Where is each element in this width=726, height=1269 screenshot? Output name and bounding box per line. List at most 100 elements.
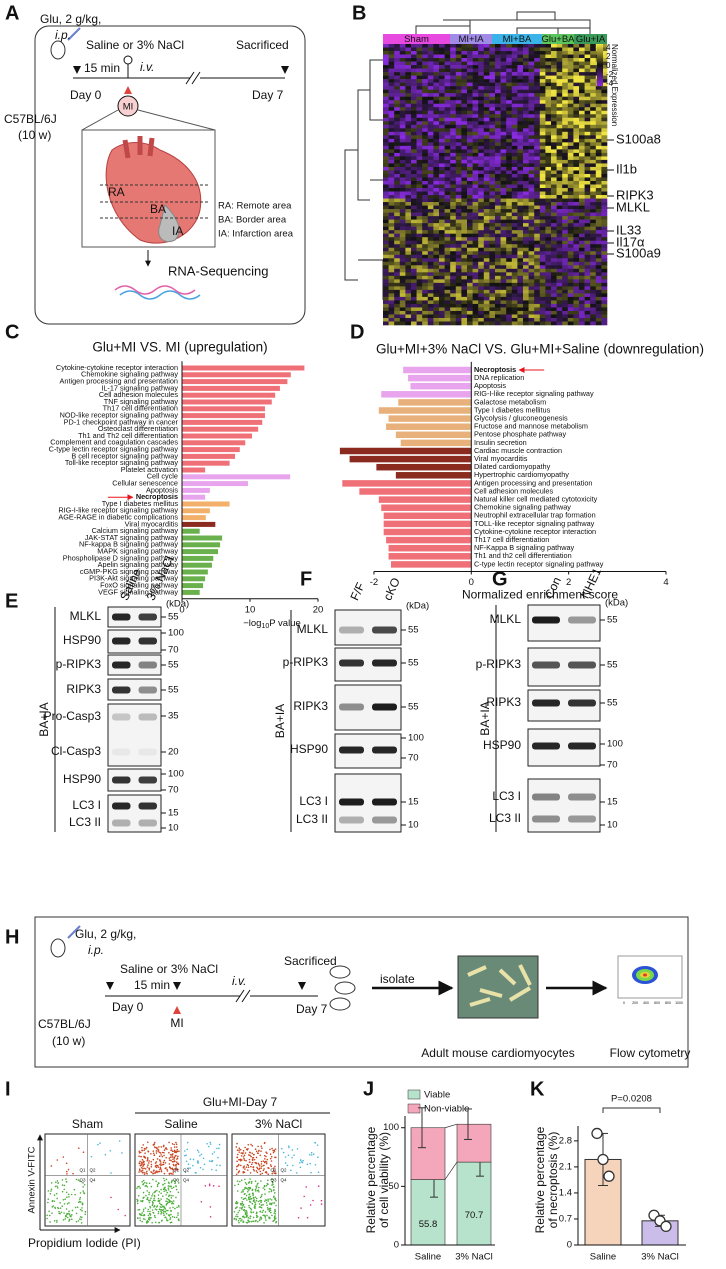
flow-event	[175, 1216, 178, 1219]
heatmap-cell	[439, 93, 445, 97]
heatmap-cell	[545, 114, 552, 119]
heatmap-cell	[551, 188, 557, 192]
heatmap-cell	[411, 72, 417, 76]
schema-text: Day 7	[296, 1002, 328, 1016]
heatmap-cell	[523, 230, 529, 234]
flow-event	[137, 1194, 140, 1197]
heatmap-cell	[579, 58, 585, 62]
heatmap-cell	[478, 117, 485, 122]
heatmap-cell	[573, 121, 580, 126]
blot-row-label: MLKL	[70, 609, 102, 623]
plot-title: Sham	[72, 1117, 103, 1131]
quadrant-label: Q3	[173, 1178, 180, 1183]
heatmap-cell	[567, 103, 574, 108]
heatmap-cell	[444, 96, 451, 101]
flow-event	[66, 1212, 68, 1215]
heatmap-cell	[455, 202, 462, 206]
heatmap-cell	[500, 173, 507, 178]
heatmap-cell	[517, 170, 524, 175]
heatmap-cell	[523, 138, 529, 143]
flow-event	[247, 1217, 250, 1219]
heatmap-cell	[416, 198, 423, 203]
heatmap-cell	[567, 233, 574, 238]
heatmap-cell	[399, 54, 406, 59]
blot-band	[339, 659, 364, 667]
flow-event	[248, 1196, 250, 1199]
flow-event	[218, 1143, 221, 1146]
heatmap-cell	[467, 149, 473, 154]
heatmap-cell	[545, 65, 552, 69]
x-axis-title: Propidium Iodide (PI)	[28, 1236, 141, 1250]
heatmap-cell	[489, 265, 496, 270]
flow-event	[62, 1156, 65, 1158]
heatmap-cell	[383, 163, 389, 168]
flow-event	[250, 1208, 253, 1211]
heatmap-cell	[590, 282, 597, 287]
heatmap-cell	[539, 237, 546, 241]
flow-event	[250, 1143, 252, 1146]
heatmap-cell	[467, 230, 473, 234]
bar	[182, 433, 253, 439]
flow-event	[175, 1141, 177, 1144]
category-label: Necroptosis	[136, 492, 178, 501]
heatmap-cell	[444, 86, 451, 90]
flow-event	[166, 1219, 168, 1222]
flow-event	[168, 1163, 171, 1165]
heatmap-cell	[506, 258, 513, 263]
heatmap-cell	[601, 72, 608, 76]
flow-event	[166, 1201, 169, 1203]
heatmap-cell	[405, 54, 412, 59]
heatmap-cell	[590, 202, 597, 206]
heatmap-cell	[399, 191, 406, 196]
heatmap-cell	[399, 282, 406, 287]
heatmap-cell	[556, 128, 563, 133]
heatmap-cell	[517, 184, 524, 189]
heatmap-cell	[467, 251, 473, 256]
heatmap-cell	[539, 107, 546, 112]
heatmap-cell	[450, 107, 457, 112]
heatmap-cell	[383, 198, 389, 203]
category-label: Calcium signaling pathway	[92, 526, 179, 535]
heatmap-cell	[551, 107, 557, 112]
heatmap-cell	[584, 145, 591, 150]
heatmap-cell	[455, 244, 462, 249]
heatmap-cell	[450, 117, 457, 122]
category-label: TNF signaling pathway	[104, 397, 179, 406]
heatmap-cell	[584, 159, 591, 164]
heatmap-cell	[467, 296, 473, 301]
heatmap-cell	[399, 128, 406, 133]
flow-event	[168, 1172, 171, 1175]
flow-event	[150, 1217, 152, 1219]
flow-event	[156, 1158, 159, 1160]
heatmap-cell	[444, 240, 451, 245]
heatmap-cell	[528, 170, 535, 175]
heatmap-cell	[472, 79, 479, 83]
heatmap-cell	[601, 223, 608, 227]
heatmap-cell	[573, 159, 580, 164]
heatmap-cell	[556, 173, 563, 178]
heatmap-cell	[416, 223, 423, 227]
heatmap-cell	[450, 314, 457, 319]
heatmap-cell	[590, 303, 597, 308]
heatmap-cell	[461, 314, 468, 319]
heatmap-cell	[455, 89, 462, 94]
category-label: B cell receptor signaling pathway	[71, 451, 178, 460]
flow-event	[256, 1167, 259, 1170]
flow-event	[258, 1163, 260, 1166]
group-bar	[574, 34, 607, 44]
heatmap-cell	[506, 289, 513, 294]
flow-event	[59, 1212, 61, 1215]
flow-event	[109, 1149, 112, 1152]
schema-text: Day 0	[70, 88, 102, 102]
heatmap-cell	[433, 202, 440, 206]
heatmap-cell	[567, 121, 574, 126]
heatmap-cell	[444, 237, 451, 241]
flow-event	[243, 1165, 245, 1167]
flow-event	[316, 1144, 319, 1146]
heatmap-cell	[489, 303, 496, 308]
heatmap-cell	[439, 79, 445, 83]
heatmap-cell	[601, 75, 608, 80]
heatmap-cell	[584, 219, 591, 224]
heatmap-cell	[584, 307, 591, 312]
heatmap-cell	[422, 180, 429, 185]
